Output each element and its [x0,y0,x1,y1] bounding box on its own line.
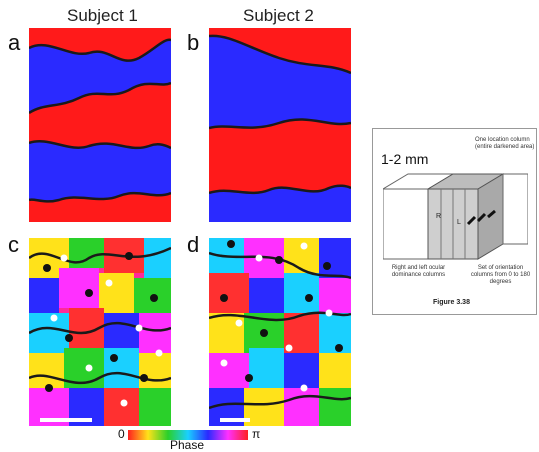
phase-colorbar [128,430,248,440]
panel-label-a: a [8,30,21,55]
panel-a-ocular-map [29,28,171,222]
ocular-dominance-text: Right and left ocular dominance columns [391,265,446,278]
colorbar-min-label: 0 [118,427,125,441]
subject-1-header: Subject 1 [67,6,138,25]
colorbar-title: Phase [170,438,205,452]
scale-label: 1-2 mm [381,151,429,167]
scale-bar-c [40,418,92,422]
panel-label-d: d [187,232,200,257]
label-r: R [436,213,442,220]
panel-label-b: b [187,30,200,55]
panel-label-c: c [8,232,19,257]
label-l: L [457,219,461,226]
panel-d-orientation-map [209,238,351,426]
colorbar-max-label: π [252,427,261,441]
figure-caption: Figure 3.38 [433,299,470,306]
location-column-text: One location column (entire darkened are… [475,137,535,150]
subject-2-header: Subject 2 [243,6,314,25]
panel-b-ocular-map [209,28,351,222]
cortical-columns-illustration [383,173,528,260]
scale-bar-d [220,418,250,422]
column-diagram-figure: 1-2 mm One location column (entire darke… [372,128,537,315]
panel-c-orientation-map [29,238,171,426]
orientation-columns-text: Set of orientation columns from 0 to 180… [470,265,531,285]
